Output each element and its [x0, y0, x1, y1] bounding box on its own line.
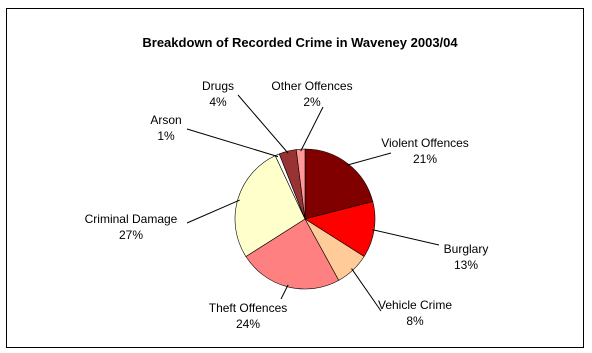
- chart-frame: Breakdown of Recorded Crime in Waveney 2…: [6, 8, 584, 348]
- pie-slices: [234, 148, 376, 290]
- slice-label: Burglary: [444, 242, 489, 256]
- slice-percent-label: 1%: [157, 129, 175, 143]
- slice-percent-label: 24%: [236, 317, 260, 331]
- pie-slice-criminal-damage: [234, 155, 306, 257]
- leader-line: [300, 106, 324, 152]
- leader-line: [372, 229, 440, 246]
- slice-label: Criminal Damage: [85, 212, 178, 226]
- slice-label: Arson: [150, 113, 181, 127]
- slice-label: Violent Offences: [381, 136, 469, 150]
- slice-percent-label: 8%: [406, 314, 424, 328]
- leader-line: [280, 284, 289, 300]
- slice-percent-label: 21%: [413, 152, 437, 166]
- slice-percent-label: 27%: [119, 228, 143, 242]
- chart-title: Breakdown of Recorded Crime in Waveney 2…: [142, 35, 458, 50]
- pie-slice-other-offences: [295, 148, 306, 220]
- leader-line: [186, 128, 279, 158]
- slice-percent-label: 13%: [454, 258, 478, 272]
- slice-label: Vehicle Crime: [378, 298, 452, 312]
- leader-line: [351, 268, 382, 312]
- leader-line: [186, 199, 240, 224]
- pie-slice-violent-offences: [304, 148, 374, 220]
- leader-lines: [186, 94, 440, 312]
- slice-label: Drugs: [202, 79, 234, 93]
- pie-chart: Breakdown of Recorded Crime in Waveney 2…: [85, 35, 489, 331]
- leader-line: [346, 152, 392, 166]
- slice-label: Theft Offences: [209, 301, 288, 315]
- slice-labels: Violent Offences 21% Burglary 13% Vehicle Cr…: [85, 79, 489, 331]
- slice-percent-label: 2%: [303, 95, 321, 109]
- slice-percent-label: 4%: [209, 95, 227, 109]
- leader-line: [237, 94, 289, 154]
- slice-label: Other Offences: [271, 79, 352, 93]
